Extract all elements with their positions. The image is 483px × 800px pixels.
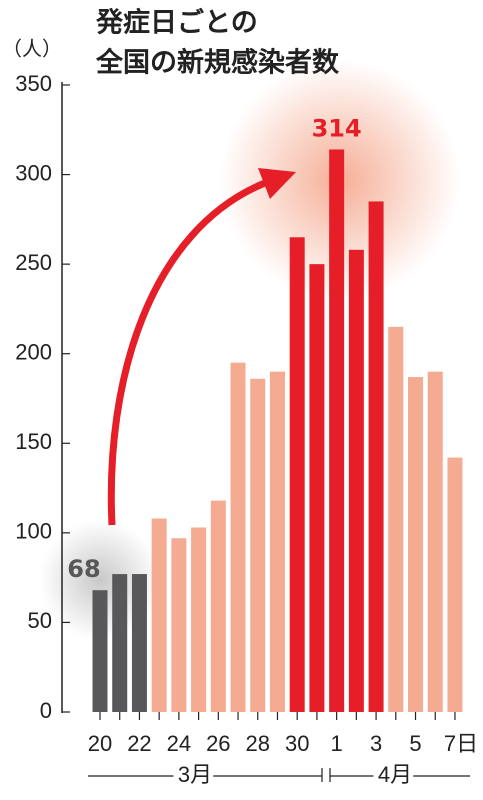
y-unit: （人） [2, 37, 62, 61]
bar [447, 457, 463, 712]
x-tick-label: 24 [167, 731, 191, 756]
bar [131, 574, 147, 712]
bar [92, 590, 108, 712]
x-tick-label: 30 [285, 731, 309, 756]
y-tick-label: 100 [15, 519, 52, 544]
y-tick-label: 250 [15, 250, 52, 275]
y-tick-label: 0 [40, 698, 52, 723]
bar [151, 518, 167, 712]
bar [289, 237, 305, 712]
month-divider [88, 768, 470, 782]
bar [269, 371, 285, 712]
bar [348, 249, 364, 712]
bar [368, 201, 384, 712]
bar [309, 264, 325, 712]
x-group-label: 4月 [378, 762, 412, 787]
bar [210, 500, 226, 712]
bar [191, 527, 207, 712]
x-tick-label: 3 [370, 731, 382, 756]
y-tick-label: 200 [15, 340, 52, 365]
y-tick-label: 350 [15, 71, 52, 96]
bar [250, 378, 266, 712]
value-label: 314 [312, 114, 362, 142]
x-tick-label: 28 [246, 731, 270, 756]
x-tick-label: 20 [88, 731, 112, 756]
bar [427, 371, 443, 712]
value-label: 68 [67, 555, 100, 583]
glow [40, 520, 160, 640]
x-tick-label: 26 [206, 731, 230, 756]
arrow-head [258, 168, 296, 199]
y-tick-label: 150 [15, 429, 52, 454]
bar [171, 538, 187, 712]
y-tick-label: 50 [28, 608, 52, 633]
bar [112, 574, 128, 712]
chart-title: 発症日ごとの [95, 7, 258, 39]
x-tick-label: 1 [331, 731, 343, 756]
x-tick-label: 22 [127, 731, 151, 756]
bar [408, 377, 424, 712]
chart-title: 全国の新規感染者数 [95, 47, 340, 79]
bar [329, 149, 345, 712]
x-group-label: 3月 [178, 762, 212, 787]
x-tick-label: 5 [409, 731, 421, 756]
y-tick-label: 300 [15, 160, 52, 185]
bar [388, 326, 404, 712]
x-tick-label: 7日 [444, 731, 478, 756]
arrow [107, 179, 267, 526]
bar [230, 362, 246, 712]
